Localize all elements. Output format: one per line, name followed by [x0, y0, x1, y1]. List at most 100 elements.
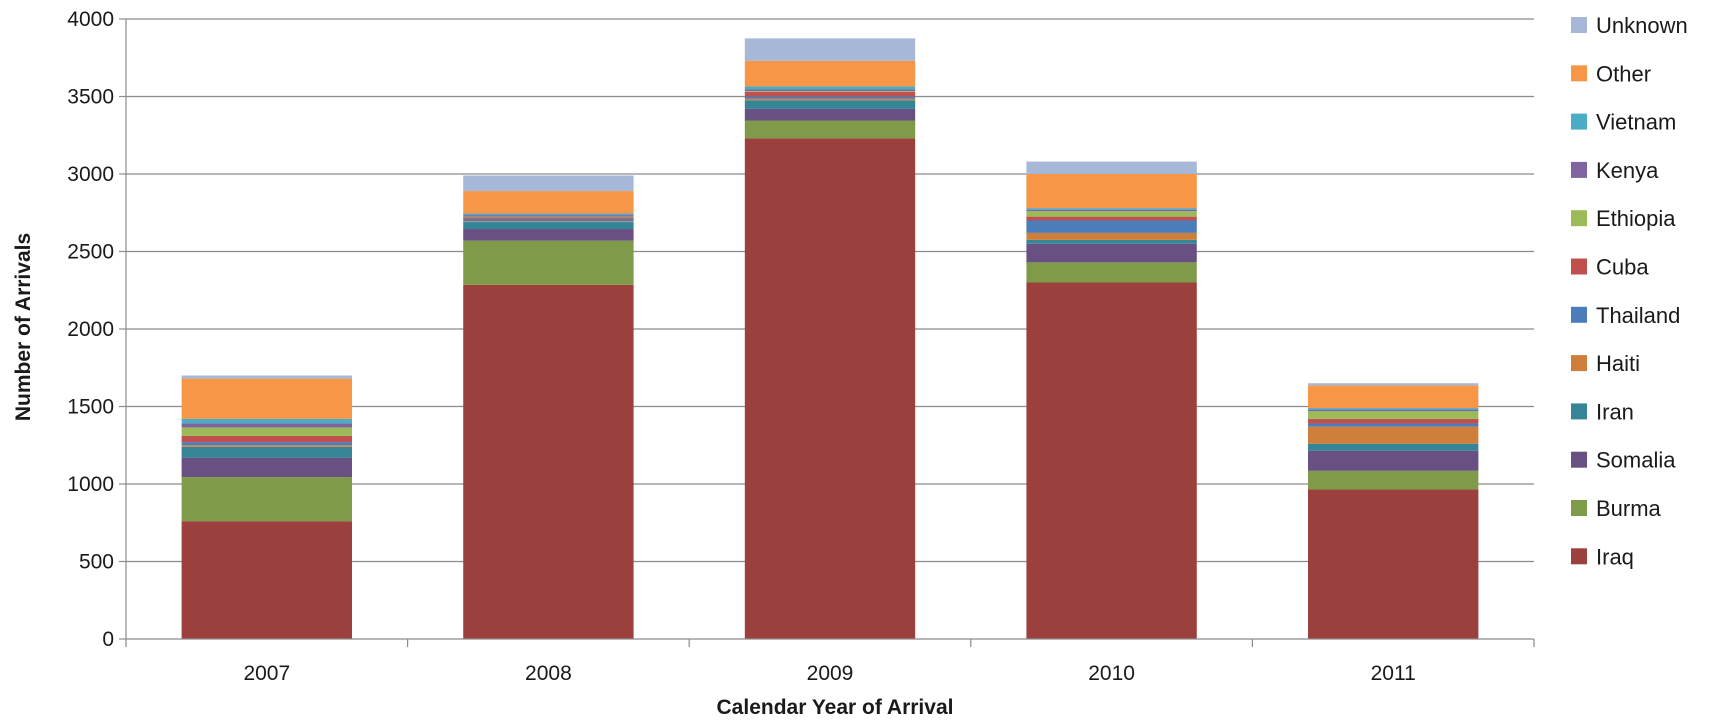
- bar-segment-somalia-2011: [1308, 450, 1479, 471]
- y-tick-label: 4000: [67, 8, 114, 31]
- bar-segment-unknown-2011: [1308, 383, 1479, 386]
- bar-segment-thailand-2009: [744, 96, 916, 99]
- legend-swatch-haiti: [1571, 355, 1587, 372]
- bar-segment-burma-2007: [181, 477, 352, 522]
- bar-segment-somalia-2009: [744, 108, 916, 121]
- bar-segment-vietnam-2010: [1026, 208, 1197, 210]
- bar-segment-thailand-2010: [1026, 220, 1197, 233]
- bar-segment-iraq-2008: [463, 284, 634, 639]
- y-axis-title: Number of Arrivals: [12, 233, 35, 421]
- bar-segment-cuba-2010: [1026, 216, 1197, 221]
- legend: Unknown Other Vietnam Kenya Ethiopia Cuba Thai…: [1571, 13, 1688, 569]
- bar-segment-somalia-2007: [181, 457, 352, 478]
- y-tick-label: 2500: [67, 241, 114, 264]
- bar-segment-cuba-2009: [744, 91, 916, 97]
- legend-swatch-thailand: [1571, 306, 1587, 323]
- bar-segment-thailand-2008: [463, 218, 634, 222]
- bar-segment-ethiopia-2011: [1308, 411, 1479, 419]
- legend-swatch-unknown: [1571, 17, 1587, 33]
- y-tick-label: 1500: [67, 396, 114, 419]
- legend-label-cuba: Cuba: [1596, 255, 1649, 280]
- bar-segment-burma-2011: [1308, 470, 1479, 490]
- bar-segment-kenya-2011: [1308, 409, 1479, 412]
- legend-label-burma: Burma: [1596, 496, 1662, 521]
- legend-swatch-other: [1571, 65, 1587, 82]
- legend-label-haiti: Haiti: [1596, 351, 1640, 376]
- bar-segment-burma-2009: [744, 120, 916, 139]
- bar-segment-ethiopia-2007: [181, 427, 352, 436]
- x-tick-label: 2009: [807, 662, 854, 685]
- bar-segment-cuba-2011: [1308, 418, 1479, 424]
- legend-label-iran: Iran: [1596, 399, 1634, 424]
- bar-segment-vietnam-2007: [181, 418, 352, 424]
- bar-segment-cuba-2008: [463, 217, 634, 219]
- bar-segment-haiti-2010: [1026, 232, 1197, 240]
- bar-segment-unknown-2010: [1026, 161, 1197, 174]
- legend-swatch-iraq: [1571, 548, 1587, 565]
- axes: 0 500 1000 1500 2000 2500 3000 3500 4000 2007 2008…: [67, 8, 1535, 685]
- bar-segment-unknown-2007: [181, 375, 352, 379]
- bar-segment-cuba-2007: [181, 435, 352, 443]
- x-tick-label: 2008: [525, 662, 572, 685]
- bar-segment-burma-2008: [463, 240, 634, 285]
- legend-label-other: Other: [1596, 61, 1651, 86]
- legend-label-unknown: Unknown: [1596, 13, 1688, 38]
- legend-label-iraq: Iraq: [1596, 544, 1634, 569]
- bar-segment-vietnam-2009: [744, 86, 916, 90]
- y-tick-label: 0: [102, 628, 114, 651]
- y-tick-label: 2000: [67, 318, 114, 341]
- bar-segment-iran-2008: [463, 222, 634, 230]
- legend-label-vietnam: Vietnam: [1596, 110, 1676, 135]
- bar-segment-unknown-2009: [744, 38, 916, 61]
- bar-segment-vietnam-2008: [463, 213, 634, 216]
- legend-swatch-kenya: [1571, 161, 1587, 178]
- x-tick-label: 2010: [1088, 662, 1135, 685]
- legend-swatch-burma: [1571, 500, 1587, 516]
- bar-segment-kenya-2010: [1026, 209, 1197, 212]
- bar-segment-iraq-2010: [1026, 282, 1197, 639]
- bar-segment-iraq-2011: [1308, 489, 1479, 639]
- bar-segment-kenya-2008: [463, 215, 634, 217]
- bar-segment-unknown-2008: [463, 175, 634, 192]
- bar-segment-other-2011: [1308, 385, 1479, 409]
- x-axis-title: Calendar Year of Arrival: [717, 696, 954, 719]
- bar-segment-iraq-2007: [181, 521, 352, 639]
- bar-segment-ethiopia-2008: [463, 216, 634, 218]
- legend-swatch-vietnam: [1571, 113, 1587, 130]
- bar-segment-other-2008: [463, 191, 634, 214]
- legend-label-ethiopia: Ethiopia: [1596, 206, 1676, 231]
- bar-segment-kenya-2009: [744, 89, 916, 92]
- y-tick-label: 500: [79, 551, 114, 574]
- legend-swatch-cuba: [1571, 258, 1587, 275]
- legend-swatch-iran: [1571, 403, 1587, 420]
- bar-segment-haiti-2009: [744, 98, 916, 101]
- bar-segment-ethiopia-2010: [1026, 211, 1197, 217]
- bar-segment-ethiopia-2009: [744, 91, 916, 92]
- y-tick-label: 3000: [67, 163, 114, 186]
- bar-segment-haiti-2008: [463, 221, 634, 223]
- bar-segment-somalia-2010: [1026, 243, 1197, 263]
- legend-label-kenya: Kenya: [1596, 158, 1659, 183]
- legend-label-somalia: Somalia: [1596, 448, 1676, 473]
- bar-segment-iran-2010: [1026, 239, 1197, 244]
- bar-segment-other-2009: [744, 60, 916, 87]
- bar-segment-vietnam-2011: [1308, 408, 1479, 410]
- bar-segment-other-2010: [1026, 174, 1197, 209]
- bar-segment-other-2007: [181, 378, 352, 419]
- bar-segment-haiti-2011: [1308, 426, 1479, 444]
- bar-segment-burma-2010: [1026, 262, 1197, 283]
- bar-segment-thailand-2007: [181, 442, 352, 446]
- y-tick-label: 3500: [67, 86, 114, 109]
- bar-segment-somalia-2008: [463, 229, 634, 241]
- bars: [181, 38, 1479, 639]
- bar-segment-iraq-2009: [744, 138, 916, 639]
- y-tick-label: 1000: [67, 473, 114, 496]
- legend-label-thailand: Thailand: [1596, 303, 1680, 328]
- legend-swatch-ethiopia: [1571, 210, 1587, 227]
- legend-swatch-somalia: [1571, 451, 1587, 468]
- bar-segment-iran-2007: [181, 446, 352, 458]
- bar-segment-thailand-2011: [1308, 423, 1479, 427]
- bar-segment-iran-2009: [744, 100, 916, 109]
